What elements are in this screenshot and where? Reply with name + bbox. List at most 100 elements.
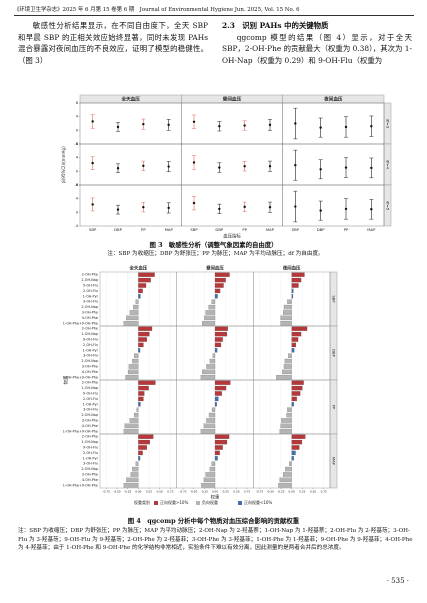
row-label: SBP	[332, 295, 337, 303]
bar	[200, 429, 216, 434]
y-tick-label: 1-OH-Phe+9-OH-Phe	[63, 375, 98, 379]
point	[268, 123, 272, 127]
bar	[138, 402, 141, 407]
bar	[214, 396, 219, 402]
x-tick-label: 0.50	[233, 490, 239, 494]
y-tick-label: 2-OH-Flu	[83, 451, 98, 455]
bar	[128, 364, 139, 369]
y-tick-label: 3-OH-Phe	[82, 419, 98, 423]
y-tick-label: 9-OH-Flu	[83, 338, 98, 342]
legend-label: 正向权重>10%	[160, 499, 188, 505]
bar	[138, 380, 156, 385]
bar	[133, 304, 139, 310]
bar	[205, 310, 216, 315]
bar	[291, 288, 294, 294]
point	[268, 206, 272, 209]
y-tick-label: 8	[76, 142, 79, 146]
y-tick-label: 1-OH-Nap	[81, 278, 98, 282]
x-tick-label: MAP	[367, 227, 376, 232]
x-tick-label: 0.25	[223, 490, 229, 494]
figure-caption: 图 3 敏感性分析（调整气象因素的自由度）	[149, 241, 278, 249]
legend-swatch	[196, 501, 200, 505]
bar	[291, 331, 302, 337]
y-tick-label: 4	[76, 197, 79, 201]
bar	[138, 391, 145, 396]
x-tick-label: 0.00	[135, 490, 141, 494]
bar	[132, 466, 139, 472]
bar	[133, 353, 139, 358]
running-header: 《环境卫生学杂志》2025 年 6 月第 15 卷第 6 期 Journal o…	[14, 5, 414, 16]
y-tick-label: 2-OH-Phe	[82, 273, 98, 277]
y-tick-label: 1-OH-Phe+9-OH-Phe	[63, 429, 98, 433]
bar	[209, 466, 216, 472]
y-tick-label: 4-OH-Phe	[82, 370, 98, 374]
y-tick-label: 8	[76, 183, 79, 187]
paragraph: 敏感性分析结果显示，在不同自由度下，全天 SBP 和早晨 SBP 的正相关效应始…	[18, 21, 208, 65]
y-tick-label: 2-OH-Phe	[82, 381, 98, 385]
bar	[135, 461, 139, 466]
bar	[214, 445, 223, 450]
x-tick-label: DBP	[317, 227, 326, 232]
bar	[214, 391, 222, 396]
point	[116, 208, 120, 211]
point	[268, 165, 272, 168]
point	[243, 124, 246, 127]
point	[142, 206, 145, 209]
x-tick-label: 0.50	[310, 490, 316, 494]
figure-caption: 图 4 qgcomp 分析中每个物质对血压综合影响的贡献权重	[127, 517, 300, 525]
bar	[138, 277, 151, 283]
y-tick-label: 1-OH-Pyr	[83, 402, 99, 406]
point	[370, 208, 373, 211]
x-tick-label: -0.75	[103, 490, 110, 494]
y-tick-label: 0	[76, 128, 79, 132]
legend-title: 权重类别	[134, 499, 150, 505]
x-tick-label: -0.50	[267, 490, 274, 494]
bar	[289, 461, 292, 466]
y-tick-label: -4	[74, 224, 78, 228]
bar	[291, 391, 301, 396]
bar	[214, 450, 220, 456]
panel	[282, 184, 385, 227]
y-tick-label: 1-OH-Pyr	[83, 294, 99, 298]
x-tick-label: DBP	[114, 227, 123, 232]
bar	[129, 418, 139, 423]
page-number: · 535 ·	[386, 577, 409, 585]
bar	[138, 439, 150, 445]
panel	[79, 102, 182, 145]
bar	[280, 315, 292, 321]
bar	[123, 321, 139, 326]
panel	[181, 143, 283, 186]
y-tick-label: 1-OH-Pyr	[83, 348, 99, 352]
bar	[209, 358, 216, 364]
bar	[283, 364, 292, 369]
point	[167, 123, 170, 127]
bar	[214, 380, 231, 385]
bar	[125, 375, 139, 380]
bar	[291, 272, 305, 277]
panel-title: 昼间血压	[223, 96, 242, 103]
bar	[138, 348, 141, 353]
point	[344, 125, 348, 129]
bar	[126, 477, 139, 483]
y-tick-label: 3-OH-Phe	[82, 311, 98, 315]
figure-note: 注：SBP 为收缩压；DBP 为舒张压；PP 为脉压；MAP 为平均动脉压；df…	[107, 251, 324, 257]
bar	[138, 396, 144, 402]
bar	[214, 326, 228, 331]
bar	[291, 342, 297, 348]
x-tick-label: 0.75	[244, 490, 250, 494]
bar	[214, 348, 218, 353]
y-tick-label: 1-OH-Phe+9-OH-Phe	[63, 483, 98, 487]
point	[218, 125, 221, 128]
x-tick-label: SBP	[190, 227, 198, 232]
point	[91, 203, 94, 206]
point	[319, 126, 322, 129]
bar	[291, 326, 308, 331]
bar	[211, 407, 216, 412]
bar	[285, 466, 292, 472]
bar	[276, 375, 292, 380]
bar	[282, 369, 292, 375]
legend-label: 正向权重<10%	[244, 499, 272, 505]
bar	[214, 331, 228, 337]
y-tick-label: 3-OH-Phe	[82, 365, 98, 369]
panel	[181, 102, 283, 145]
